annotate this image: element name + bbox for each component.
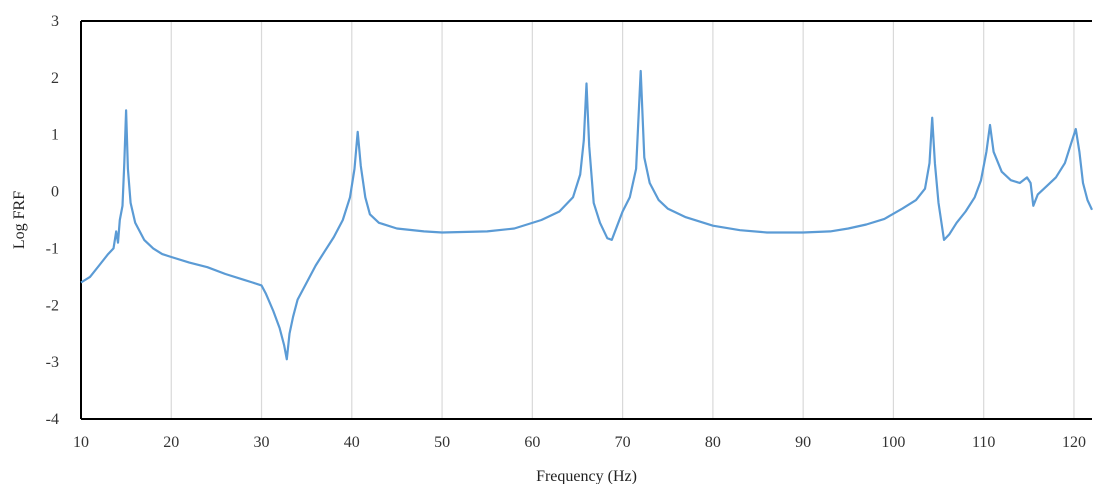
x-tick-label: 50 (434, 434, 450, 451)
y-tick-label: -2 (46, 297, 59, 314)
y-tick-labels: -4 -3 -2 -1 0 1 2 3 (46, 13, 59, 428)
axes (80, 20, 1092, 420)
x-tick-label: 100 (881, 434, 905, 451)
x-tick-label: 120 (1062, 434, 1086, 451)
y-tick-label: 3 (51, 13, 59, 30)
y-tick-label: 2 (51, 70, 59, 87)
x-tick-label: 110 (972, 434, 995, 451)
x-axis-title: Frequency (Hz) (536, 468, 637, 484)
y-axis-title: Log FRF (11, 191, 28, 249)
x-tick-label: 60 (524, 434, 540, 451)
y-tick-label: -4 (46, 411, 59, 428)
series-layer (80, 69, 1093, 361)
x-tick-label: 70 (615, 434, 631, 451)
x-tick-label: 10 (73, 434, 89, 451)
x-tick-label: 80 (705, 434, 721, 451)
x-tick-label: 30 (254, 434, 270, 451)
x-tick-label: 40 (344, 434, 360, 451)
y-tick-label: -1 (46, 240, 59, 257)
y-tick-label: 1 (51, 127, 59, 144)
x-tick-labels: 10 20 30 40 50 60 70 80 90 100 110 120 (73, 434, 1086, 451)
y-tick-label: 0 (51, 184, 59, 201)
x-tick-label: 90 (795, 434, 811, 451)
y-tick-label: -3 (46, 354, 59, 371)
series-line-0 (80, 69, 1093, 361)
vertical-gridlines (170, 21, 1075, 419)
x-tick-label: 20 (163, 434, 179, 451)
